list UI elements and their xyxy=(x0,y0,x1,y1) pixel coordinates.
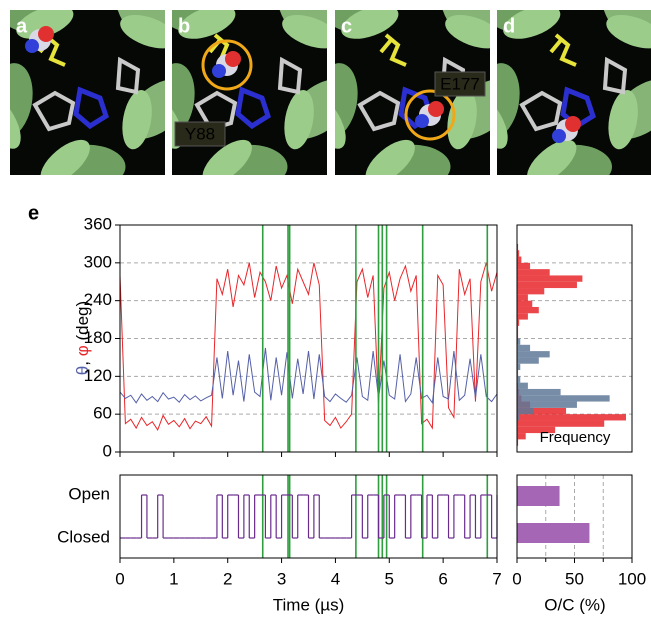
x-tick-label: 6 xyxy=(438,569,447,588)
bar xyxy=(517,486,560,506)
histogram-bar xyxy=(517,301,532,307)
panel-label: b xyxy=(178,15,190,37)
histogram-bar xyxy=(517,395,610,401)
histogram-bar xyxy=(517,408,533,414)
y-category-label: Closed xyxy=(57,527,110,546)
hist-label: Frequency xyxy=(540,429,611,446)
histogram-bar xyxy=(517,275,582,281)
histogram-bar xyxy=(517,414,626,420)
histogram-bar xyxy=(517,383,528,389)
y-category-label: Open xyxy=(68,484,110,503)
ligand-nitrogen xyxy=(415,114,429,128)
x-tick-label: 5 xyxy=(385,569,394,588)
panel-label: e xyxy=(28,202,39,224)
histogram-bar xyxy=(517,307,539,313)
y-tick-label: 240 xyxy=(84,290,112,309)
bar xyxy=(517,523,589,543)
annotation: Y88 xyxy=(185,124,215,143)
series-line xyxy=(120,263,497,430)
histogram-bar xyxy=(517,257,521,263)
x-tick-label: 2 xyxy=(223,569,232,588)
y-label-sep: , xyxy=(73,356,92,365)
x-tick-label: 4 xyxy=(331,569,340,588)
x-tick-label: 3 xyxy=(277,569,286,588)
x-tick-label: 7 xyxy=(492,569,501,588)
histogram-bar xyxy=(517,313,528,319)
histogram-bar xyxy=(517,420,604,426)
series-line xyxy=(120,348,497,403)
y-tick-label: 180 xyxy=(84,328,112,347)
structure-image: a xyxy=(0,0,201,192)
histogram-bar xyxy=(517,263,530,269)
annotation: E177 xyxy=(440,74,480,93)
x-tick-label: 50 xyxy=(565,569,584,588)
panel-label: d xyxy=(503,15,515,37)
panel-label: c xyxy=(341,15,352,37)
x-tick-label: 0 xyxy=(115,569,124,588)
histogram-bar xyxy=(517,345,530,351)
x-tick-label: 100 xyxy=(618,569,646,588)
structure-image: b Y88 xyxy=(136,0,362,192)
x-tick-label: 1 xyxy=(169,569,178,588)
ligand-nitrogen xyxy=(25,39,39,53)
histogram-bar xyxy=(517,282,577,288)
ligand-oxygen xyxy=(225,51,241,67)
histogram-bar xyxy=(517,389,561,395)
y-tick-label: 360 xyxy=(84,214,112,233)
ligand-oxygen xyxy=(38,26,54,42)
histogram-bar xyxy=(517,402,577,408)
structure-panels: a b Y88 c E177 d xyxy=(0,0,651,192)
figure: abY88cE177d e θ, φ (deg) 060120180240300… xyxy=(0,0,651,620)
histogram-bar xyxy=(517,288,544,294)
ligand-nitrogen xyxy=(212,64,226,78)
histogram-bar xyxy=(517,269,550,275)
y-tick-label: 60 xyxy=(93,404,112,423)
histogram-bar xyxy=(517,294,528,300)
structure-image: c E177 xyxy=(299,0,525,192)
ligand-oxygen xyxy=(565,116,581,132)
x-axis-label: Time (µs) xyxy=(273,595,345,614)
y-tick-label: 300 xyxy=(84,252,112,271)
histogram-bar xyxy=(517,351,550,357)
histogram-bar xyxy=(517,433,526,439)
panel-label: a xyxy=(16,15,28,37)
x-tick-label: 0 xyxy=(512,569,521,588)
x-axis-label: O/C (%) xyxy=(544,595,605,614)
ligand-nitrogen xyxy=(552,129,566,143)
y-tick-label: 120 xyxy=(84,366,112,385)
y-tick-label: 0 xyxy=(103,441,112,460)
histogram-bar xyxy=(517,357,539,363)
ligand-oxygen xyxy=(428,101,444,117)
